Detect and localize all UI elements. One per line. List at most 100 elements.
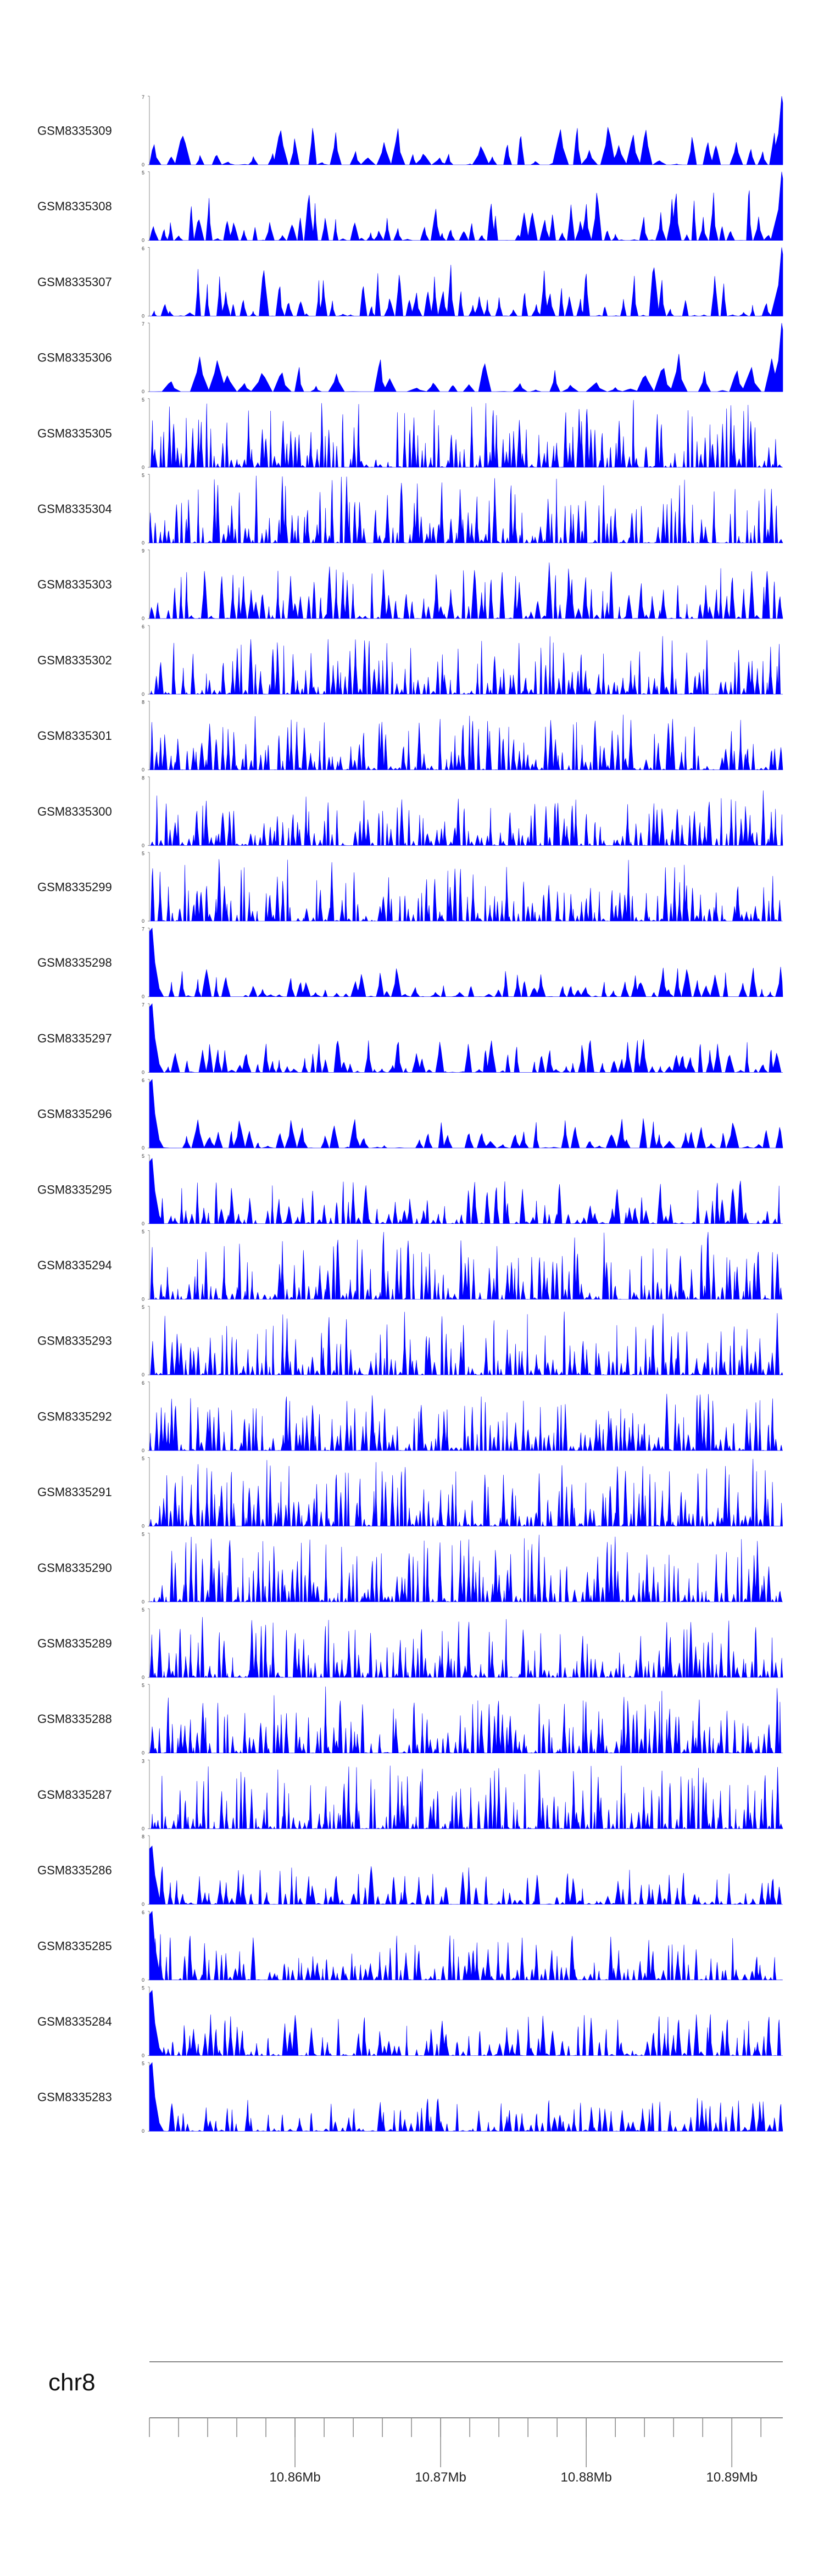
y-axis-max-label: 5 — [142, 851, 144, 856]
y-axis-max-label: 6 — [142, 1380, 144, 1386]
y-axis-min-label: 0 — [142, 1826, 144, 1831]
track-label: GSM8335297 — [37, 1031, 112, 1045]
coverage-area — [149, 1866, 783, 1905]
y-axis-min-label: 0 — [142, 2128, 144, 2134]
track-label: GSM8335308 — [37, 199, 112, 213]
coverage-area — [149, 127, 783, 165]
y-axis-max-label: 7 — [142, 1002, 144, 1007]
y-axis-max-label: 6 — [142, 1910, 144, 1915]
track-GSM8335299: GSM8335299 5 0 — [37, 851, 783, 924]
track-GSM8335287: GSM8335287 3 0 — [37, 1758, 783, 1831]
coverage-peak — [149, 1845, 164, 1905]
track-GSM8335305: GSM8335305 5 0 — [37, 397, 783, 470]
track-label: GSM8335303 — [37, 578, 112, 592]
track-GSM8335291: GSM8335291 5 0 — [37, 1456, 783, 1529]
coverage-area — [149, 1934, 783, 1981]
y-axis-max-label: 7 — [142, 94, 144, 100]
y-axis-min-label: 0 — [142, 1297, 144, 1302]
coverage-peak — [149, 1003, 164, 1073]
coverage-area — [149, 967, 783, 997]
track-label: GSM8335286 — [37, 1864, 112, 1877]
y-axis-min-label: 0 — [142, 692, 144, 697]
coverage-area — [149, 636, 783, 695]
track-GSM8335292: GSM8335292 6 0 — [37, 1380, 783, 1453]
track-label: GSM8335290 — [37, 1561, 112, 1575]
y-axis-max-label: 5 — [142, 1304, 144, 1310]
coverage-area — [149, 859, 783, 922]
track-label: GSM8335291 — [37, 1485, 112, 1499]
track-GSM8335297: GSM8335297 7 0 — [37, 1002, 783, 1075]
track-GSM8335307: GSM8335307 6 0 — [37, 246, 783, 319]
track-GSM8335302: GSM8335302 6 0 — [37, 624, 783, 697]
y-axis-max-label: 6 — [142, 624, 144, 629]
coverage-peak — [770, 247, 783, 316]
track-label: GSM8335294 — [37, 1258, 112, 1272]
coverage-peak — [149, 1158, 164, 1224]
y-axis-min-label: 0 — [142, 540, 144, 546]
track-GSM8335285: GSM8335285 6 0 — [37, 1910, 783, 1983]
y-axis-max-label: 5 — [142, 1229, 144, 1235]
y-axis-min-label: 0 — [142, 1750, 144, 1756]
y-axis-min-label: 0 — [142, 465, 144, 470]
track-GSM8335296: GSM8335296 6 0 — [37, 1078, 783, 1151]
coverage-area — [149, 1765, 783, 1830]
coverage-peak — [149, 1990, 164, 2056]
track-GSM8335301: GSM8335301 8 0 — [37, 700, 783, 773]
y-axis-min-label: 0 — [142, 2053, 144, 2059]
track-label: GSM8335295 — [37, 1183, 112, 1196]
coverage-area — [149, 1039, 783, 1073]
coverage-peak — [149, 1911, 164, 1981]
y-axis-min-label: 0 — [142, 1977, 144, 1983]
y-axis-max-label: 5 — [142, 1153, 144, 1159]
y-axis-min-label: 0 — [142, 1675, 144, 1680]
y-axis-max-label: 7 — [142, 927, 144, 932]
y-axis-max-label: 5 — [142, 1456, 144, 1462]
y-axis-min-label: 0 — [142, 767, 144, 773]
track-label: GSM8335302 — [37, 653, 112, 667]
genome-tick-label: 10.88Mb — [560, 2470, 611, 2485]
track-GSM8335284: GSM8335284 5 0 — [37, 1986, 783, 2059]
coverage-peak — [770, 96, 783, 165]
y-axis-min-label: 0 — [142, 162, 144, 168]
coverage-area — [149, 265, 783, 317]
coverage-area — [149, 1118, 783, 1148]
coverage-peak — [149, 1079, 164, 1148]
track-label: GSM8335287 — [37, 1788, 112, 1802]
track-GSM8335286: GSM8335286 8 0 — [37, 1834, 783, 1907]
coverage-peak — [149, 927, 164, 997]
genome-tick-label: 10.89Mb — [706, 2470, 758, 2485]
y-axis-min-label: 0 — [142, 1902, 144, 1907]
track-label: GSM8335306 — [37, 351, 112, 365]
coverage-area — [149, 354, 783, 392]
y-axis-min-label: 0 — [142, 313, 144, 319]
y-axis-min-label: 0 — [142, 238, 144, 243]
coverage-area — [149, 562, 783, 619]
y-axis-max-label: 9 — [142, 548, 144, 554]
y-axis-min-label: 0 — [142, 1221, 144, 1226]
track-GSM8335288: GSM8335288 5 0 — [37, 1683, 783, 1756]
y-axis-max-label: 5 — [142, 2061, 144, 2066]
y-axis-max-label: 5 — [142, 170, 144, 176]
track-label: GSM8335307 — [37, 275, 112, 289]
y-axis-min-label: 0 — [142, 994, 144, 1000]
track-label: GSM8335305 — [37, 426, 112, 440]
y-axis-max-label: 8 — [142, 775, 144, 780]
genome-tick-label: 10.86Mb — [269, 2470, 320, 2485]
coverage-area — [149, 1535, 783, 1602]
track-label: GSM8335304 — [37, 502, 112, 516]
genome-axis: 10.86Mb 10.87Mb 10.88Mb 10.89Mb — [149, 2417, 783, 2485]
genome-tick-label: 10.87Mb — [415, 2470, 466, 2485]
y-axis-min-label: 0 — [142, 1524, 144, 1529]
track-label: GSM8335289 — [37, 1637, 112, 1651]
track-label: GSM8335288 — [37, 1712, 112, 1726]
coverage-area — [149, 1686, 783, 1753]
y-axis-min-label: 0 — [142, 389, 144, 394]
track-GSM8335289: GSM8335289 5 0 — [37, 1607, 783, 1680]
y-axis-min-label: 0 — [142, 1448, 144, 1453]
coverage-area — [149, 2098, 783, 2132]
track-GSM8335300: GSM8335300 8 0 — [37, 775, 783, 848]
track-label: GSM8335296 — [37, 1107, 112, 1121]
y-axis-min-label: 0 — [142, 1599, 144, 1604]
coverage-peak — [149, 2062, 164, 2132]
coverage-area — [149, 400, 783, 468]
